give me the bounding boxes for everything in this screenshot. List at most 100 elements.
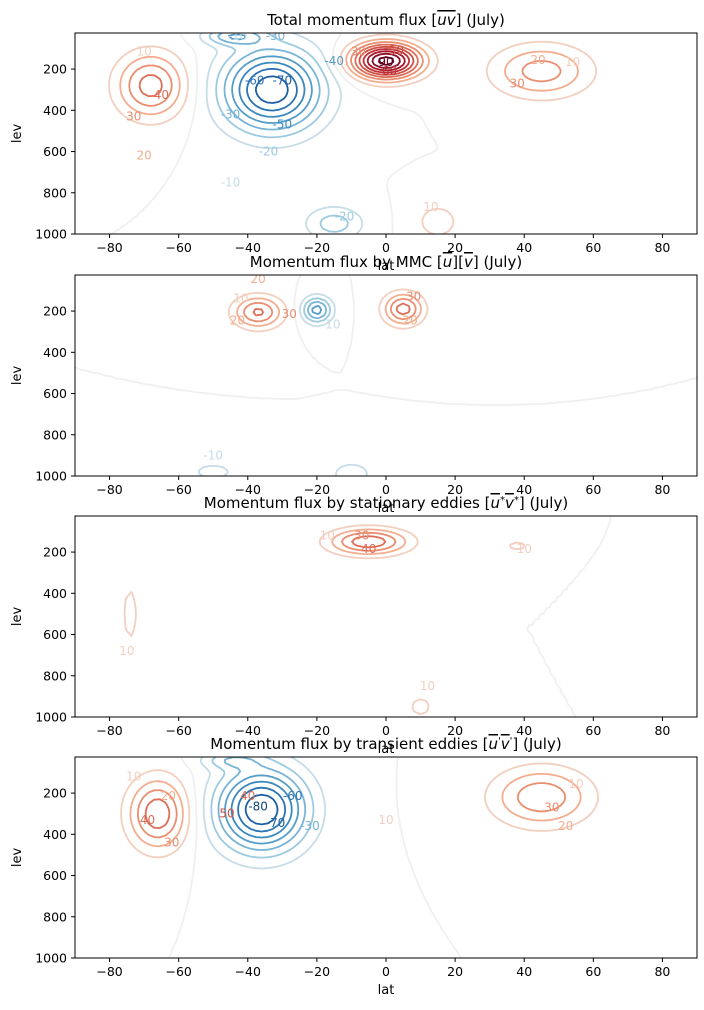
contour-level--10 xyxy=(198,293,368,476)
y-tick-label: 800 xyxy=(43,427,67,442)
contour-label: -10 xyxy=(228,29,248,43)
panel-title: Momentum flux by transient eddies [u'v']… xyxy=(210,735,561,753)
x-tick-label: −80 xyxy=(96,482,122,497)
contour-label: 30 xyxy=(354,529,369,543)
contour-level-40 xyxy=(252,302,411,317)
contour-level--70 xyxy=(244,793,279,826)
y-tick-label: 200 xyxy=(43,786,67,801)
contour-level-80 xyxy=(371,52,401,69)
contour-level-0 xyxy=(167,757,463,958)
contour-level--30 xyxy=(307,300,327,320)
x-tick-label: 80 xyxy=(654,240,670,255)
contour-level-40 xyxy=(351,535,387,549)
x-tick-label: 60 xyxy=(585,964,601,979)
contour-level-10 xyxy=(123,524,525,715)
contour-level--40 xyxy=(224,774,300,845)
x-tick-label: 80 xyxy=(654,482,670,497)
x-tick-label: 0 xyxy=(382,240,390,255)
x-tick-label: 80 xyxy=(654,964,670,979)
contour-label: 10 xyxy=(136,45,151,59)
y-tick-label: 600 xyxy=(43,868,67,883)
x-axis-label: lat xyxy=(378,259,395,274)
y-axis-label: lev xyxy=(10,366,25,386)
contour-level--20 xyxy=(210,757,315,859)
contour-level--10 xyxy=(198,33,364,234)
contour-level--60 xyxy=(246,67,298,112)
contour-label: -20 xyxy=(335,209,355,223)
y-tick-label: 400 xyxy=(43,827,67,842)
contour-label: 20 xyxy=(136,149,151,163)
y-tick-label: 400 xyxy=(43,345,67,360)
contour-label: 20 xyxy=(558,819,573,833)
contour-level--50 xyxy=(230,780,293,839)
axes-frame xyxy=(74,515,698,718)
x-tick-label: −80 xyxy=(96,723,122,738)
contour-level--40 xyxy=(311,305,322,316)
x-axis-label: lat xyxy=(378,742,395,757)
contour-label: -10 xyxy=(221,175,241,189)
y-tick-label: 1000 xyxy=(35,227,67,242)
contour-label: -30 xyxy=(300,819,320,833)
contour-label: 40 xyxy=(361,542,376,556)
contour-label: 20 xyxy=(230,313,245,327)
y-tick-label: 400 xyxy=(43,586,67,601)
panel-title: Total momentum flux [uv] (July) xyxy=(266,11,505,29)
contour-label: -70 xyxy=(273,73,293,87)
contour-level--30 xyxy=(217,33,321,131)
y-tick-label: 200 xyxy=(43,545,67,560)
contour-level-30 xyxy=(128,41,562,107)
y-tick-label: 200 xyxy=(43,62,67,77)
contour-label: -60 xyxy=(283,789,303,803)
x-tick-label: −60 xyxy=(165,482,191,497)
contour-level-30 xyxy=(137,782,567,839)
contour-label: -30 xyxy=(266,29,286,43)
contour-level-20 xyxy=(119,38,579,116)
x-tick-label: −80 xyxy=(96,964,122,979)
contour-label: 40 xyxy=(140,813,155,827)
y-axis-label: lev xyxy=(10,848,25,868)
y-tick-label: 400 xyxy=(43,103,67,118)
contour-label: 60 xyxy=(382,64,397,78)
contour-level--10 xyxy=(199,757,327,870)
contour-label: -20 xyxy=(259,145,279,159)
x-tick-label: 0 xyxy=(382,723,390,738)
contour-level--30 xyxy=(217,757,307,851)
contour-label: 10 xyxy=(378,813,393,827)
x-tick-label: −20 xyxy=(304,723,330,738)
x-tick-label: 40 xyxy=(516,964,532,979)
contour-label: 20 xyxy=(251,272,266,286)
x-tick-label: −40 xyxy=(235,723,261,738)
contour-level-30 xyxy=(341,531,397,552)
contour-level-0 xyxy=(526,516,612,717)
contour-label: 50 xyxy=(219,807,234,821)
contour-label: 50 xyxy=(389,44,404,58)
contour-level-70 xyxy=(366,50,406,72)
x-tick-label: 40 xyxy=(516,482,532,497)
x-tick-label: 0 xyxy=(382,964,390,979)
x-tick-label: −60 xyxy=(165,723,191,738)
x-tick-label: −40 xyxy=(235,482,261,497)
contour-level-0 xyxy=(75,275,697,406)
contour-level-20 xyxy=(129,773,582,848)
contour-label: 10 xyxy=(320,529,335,543)
x-axis-label: lat xyxy=(378,983,395,998)
contour-level-10 xyxy=(227,288,429,333)
contour-label: -30 xyxy=(221,107,241,121)
x-tick-label: −20 xyxy=(304,240,330,255)
x-tick-label: −20 xyxy=(304,964,330,979)
panel-title: Momentum flux by stationary eddies [u*v*… xyxy=(204,494,568,512)
x-tick-label: −60 xyxy=(165,964,191,979)
panel-title: Momentum flux by MMC [u][v] (July) xyxy=(250,253,522,271)
y-tick-label: 600 xyxy=(43,144,67,159)
contour-label: 30 xyxy=(126,109,141,123)
x-tick-label: 40 xyxy=(516,723,532,738)
x-tick-label: 20 xyxy=(447,964,463,979)
contour-label: 90 xyxy=(378,55,393,69)
contour-label: 30 xyxy=(282,307,297,321)
contour-label: 10 xyxy=(565,55,580,69)
